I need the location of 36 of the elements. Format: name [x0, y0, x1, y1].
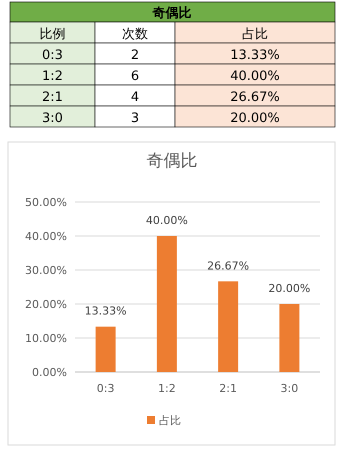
bar: [218, 281, 238, 372]
data-label: 40.00%: [146, 214, 188, 227]
x-tick-label: 3:0: [280, 382, 298, 395]
x-tick-label: 0:3: [96, 382, 114, 395]
x-tick-label: 1:2: [158, 382, 176, 395]
chart-title: 奇偶比: [146, 151, 198, 171]
bar: [279, 304, 300, 372]
y-tick-label: 0.00%: [32, 366, 67, 379]
data-label: 20.00%: [268, 282, 310, 295]
text: 3:0: [42, 111, 63, 126]
text: 40.00%: [230, 69, 280, 84]
text: 占比: [242, 27, 268, 42]
text: 奇偶比: [152, 6, 192, 21]
x-tick-label: 2:1: [219, 382, 237, 395]
y-tick-label: 30.00%: [25, 264, 67, 277]
text: 1:2: [42, 69, 63, 84]
bar: [156, 236, 177, 372]
legend-label: 占比: [159, 414, 181, 427]
y-tick-label: 40.00%: [25, 230, 67, 243]
data-label: 13.33%: [84, 304, 127, 318]
text: 4: [130, 90, 140, 105]
text: 3: [130, 111, 140, 126]
text: 2: [130, 48, 140, 63]
text: 6: [130, 69, 140, 84]
y-tick-label: 50.00%: [25, 196, 67, 209]
bar: [96, 326, 116, 372]
text: 2:1: [42, 90, 63, 105]
y-tick-label: 10.00%: [25, 332, 67, 345]
text: 20.00%: [230, 111, 280, 126]
text: 比例: [40, 27, 66, 42]
data-label: 26.67%: [207, 259, 250, 272]
text: 26.67%: [230, 90, 280, 105]
text: 0:3: [42, 48, 63, 63]
text: 13.33%: [230, 48, 280, 63]
y-tick-label: 20.00%: [25, 298, 67, 311]
text: 次数: [122, 27, 148, 42]
